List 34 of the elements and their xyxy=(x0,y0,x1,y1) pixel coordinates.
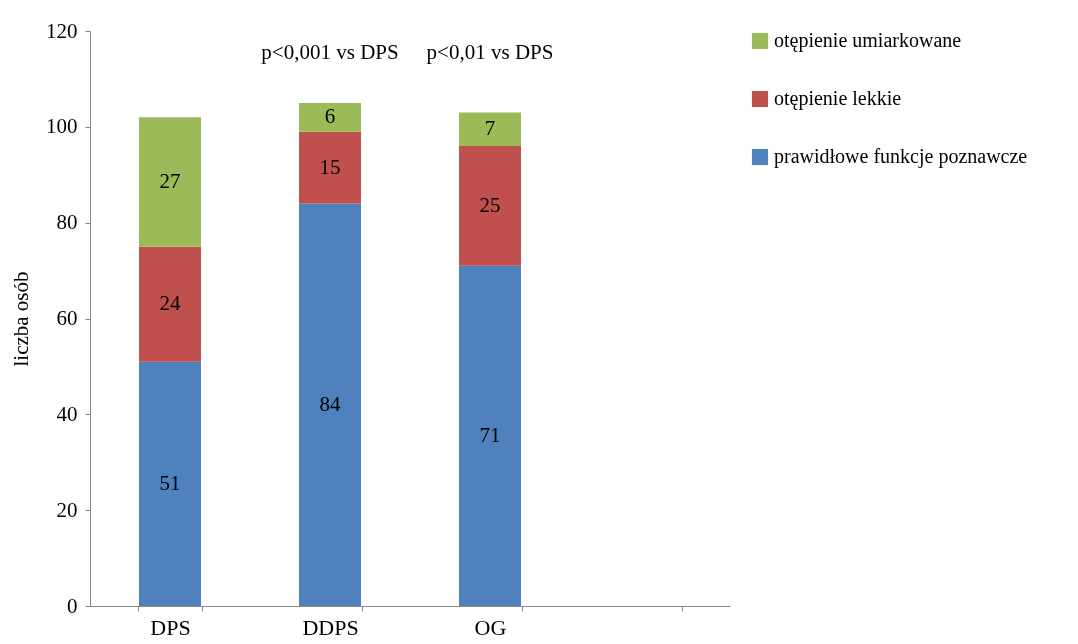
bar xyxy=(459,146,521,266)
bar xyxy=(139,117,201,247)
y-tick-label: 20 xyxy=(56,497,78,522)
x-tick-label: DPS xyxy=(150,614,191,640)
bar xyxy=(459,112,521,146)
bar xyxy=(299,131,361,204)
bar xyxy=(139,361,201,606)
x-tick-label: OG xyxy=(474,614,507,640)
data-label: 71 xyxy=(479,422,501,447)
y-tick-label: 80 xyxy=(56,210,78,235)
bar xyxy=(139,246,201,362)
legend-label: otępienie umiarkowane xyxy=(774,29,962,52)
legend-label: prawidłowe funkcje poznawcze xyxy=(774,145,1028,168)
bar xyxy=(299,102,361,132)
data-label: 24 xyxy=(159,291,181,316)
y-tick-label: 120 xyxy=(46,18,78,43)
data-label: 15 xyxy=(319,154,341,179)
x-tick-label: DDPS xyxy=(302,614,359,640)
annotation: p<0,001 vs DPS xyxy=(261,40,399,64)
data-label: 7 xyxy=(484,116,496,141)
data-label: 27 xyxy=(159,168,181,193)
y-tick-label: 60 xyxy=(56,306,78,330)
y-tick-label: 100 xyxy=(46,114,78,139)
bar xyxy=(459,265,521,606)
y-axis-title: liczba osób xyxy=(9,271,33,367)
y-tick-label: 40 xyxy=(56,401,78,426)
y-tick-label: 0 xyxy=(67,593,78,618)
data-label: 25 xyxy=(479,192,501,217)
data-label: 51 xyxy=(159,470,181,495)
data-label: 84 xyxy=(319,391,341,416)
data-label: 6 xyxy=(324,104,336,129)
annotation: p<0,01 vs DPS xyxy=(426,40,554,64)
legend-label: otępienie lekkie xyxy=(774,87,902,110)
bar xyxy=(299,203,361,606)
